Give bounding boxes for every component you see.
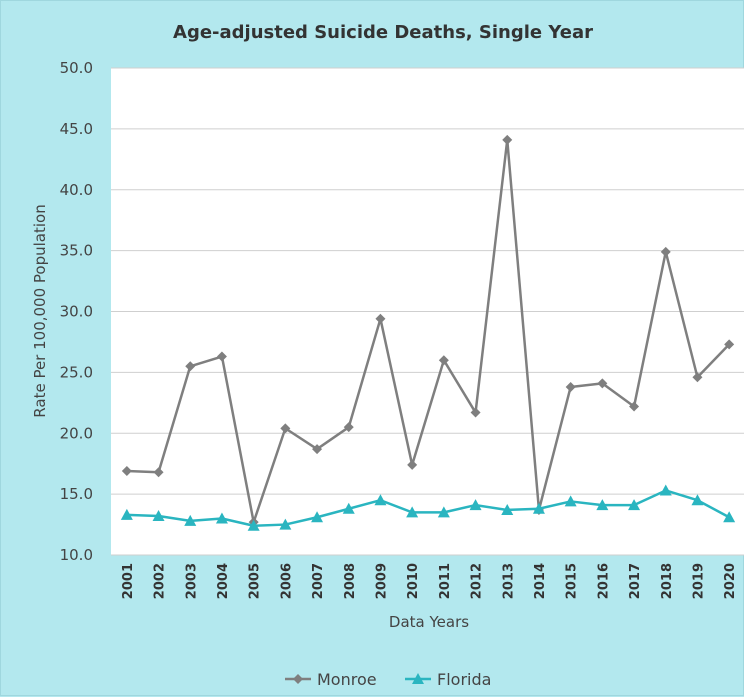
data-point[interactable] <box>532 502 545 514</box>
x-tick-label: 2003 <box>184 563 199 599</box>
x-tick-label: 2013 <box>501 563 516 599</box>
legend-item-florida[interactable]: Florida <box>405 670 491 689</box>
data-point[interactable] <box>120 508 133 520</box>
data-point[interactable] <box>247 519 260 531</box>
data-point[interactable] <box>723 511 736 523</box>
legend[interactable]: Monroe Florida <box>285 670 491 689</box>
data-point[interactable] <box>501 503 514 515</box>
y-tick-label: 45.0 <box>60 120 93 138</box>
data-point[interactable] <box>692 372 703 383</box>
x-tick-label: 2005 <box>248 563 263 599</box>
x-tick-label: 2016 <box>596 563 611 599</box>
x-tick-label: 2015 <box>565 563 580 599</box>
data-point[interactable] <box>375 313 386 324</box>
legend-label-florida: Florida <box>437 670 491 689</box>
data-point[interactable] <box>215 512 228 524</box>
x-tick-label: 2017 <box>628 563 643 599</box>
y-tick-label: 10.0 <box>60 546 93 564</box>
data-point[interactable] <box>691 494 704 506</box>
x-tick-label: 2010 <box>406 563 421 599</box>
data-point[interactable] <box>469 499 482 511</box>
chart-title: Age-adjusted Suicide Deaths, Single Year <box>173 22 593 43</box>
y-tick-label: 25.0 <box>60 363 93 381</box>
series-line <box>126 489 730 528</box>
x-axis-ticks: 2001 2002 2003 2004 2005 2006 2007 2008 2009 2010… <box>121 563 738 599</box>
series-florida <box>120 484 736 531</box>
data-point[interactable] <box>629 401 640 412</box>
x-tick-label: 2002 <box>153 563 168 599</box>
x-tick-label: 2008 <box>343 563 358 599</box>
data-point[interactable] <box>502 134 513 145</box>
legend-item-monroe[interactable]: Monroe <box>285 670 377 689</box>
data-point[interactable] <box>185 361 196 372</box>
legend-label-monroe: Monroe <box>317 670 377 689</box>
y-tick-label: 20.0 <box>60 424 93 442</box>
x-axis-label: Data Years <box>389 613 469 631</box>
x-tick-label: 2020 <box>723 563 738 599</box>
data-point[interactable] <box>121 465 132 476</box>
series-layer <box>120 134 736 531</box>
data-point[interactable] <box>565 381 576 392</box>
data-point[interactable] <box>279 518 292 530</box>
x-tick-label: 2001 <box>121 563 136 599</box>
x-tick-label: 2014 <box>533 563 548 599</box>
data-point[interactable] <box>312 444 323 455</box>
x-tick-label: 2012 <box>470 563 485 599</box>
x-tick-label: 2004 <box>216 563 231 599</box>
gridlines <box>111 67 744 556</box>
data-point[interactable] <box>407 459 418 470</box>
y-tick-label: 50.0 <box>60 59 93 77</box>
x-tick-label: 2007 <box>311 563 326 599</box>
data-point[interactable] <box>660 246 671 257</box>
y-axis-label: Rate Per 100,000 Population <box>31 204 49 417</box>
data-point[interactable] <box>311 511 324 523</box>
data-point[interactable] <box>216 351 227 362</box>
diamond-marker-icon <box>293 674 303 684</box>
data-point[interactable] <box>280 423 291 434</box>
y-axis-ticks: 10.0 15.0 20.0 25.0 30.0 35.0 40.0 45.0 50.0 <box>60 59 93 564</box>
y-tick-label: 30.0 <box>60 303 93 321</box>
x-tick-label: 2019 <box>691 563 706 599</box>
data-point[interactable] <box>343 422 354 433</box>
data-point[interactable] <box>406 506 419 518</box>
data-point[interactable] <box>659 484 672 496</box>
y-tick-label: 15.0 <box>60 485 93 503</box>
data-point[interactable] <box>724 339 735 350</box>
data-point[interactable] <box>342 502 355 514</box>
data-point[interactable] <box>437 506 450 518</box>
data-point[interactable] <box>596 499 609 511</box>
series-line <box>126 138 731 524</box>
data-point[interactable] <box>597 378 608 389</box>
triangle-marker-icon <box>412 673 424 684</box>
x-tick-label: 2009 <box>374 563 389 599</box>
data-point[interactable] <box>438 355 449 366</box>
data-point[interactable] <box>152 510 165 522</box>
data-point[interactable] <box>153 467 164 478</box>
data-point[interactable] <box>564 495 577 507</box>
data-point[interactable] <box>184 514 197 526</box>
x-tick-label: 2006 <box>279 563 294 599</box>
data-point[interactable] <box>374 494 387 506</box>
y-tick-label: 35.0 <box>60 242 93 260</box>
x-tick-label: 2011 <box>438 563 453 599</box>
x-tick-label: 2018 <box>660 563 675 599</box>
y-tick-label: 40.0 <box>60 181 93 199</box>
series-monroe <box>121 134 735 528</box>
data-point[interactable] <box>470 407 481 418</box>
data-point[interactable] <box>628 499 641 511</box>
